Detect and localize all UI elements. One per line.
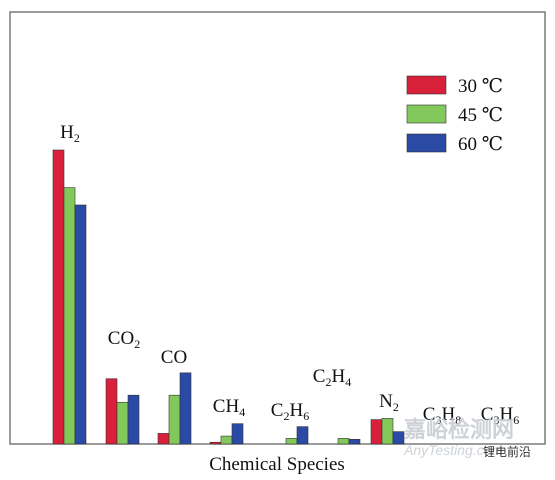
bar-0-0 [52, 149, 65, 445]
bar-1-5 [337, 438, 350, 445]
bar-0-1 [105, 378, 118, 445]
category-label-5: C2H4 [313, 366, 351, 389]
bar-1-4 [285, 438, 298, 445]
category-label-4: C2H6 [271, 400, 309, 423]
bar-2-0 [74, 204, 87, 445]
bar-1-1 [116, 401, 129, 445]
legend-label-2: 60 ℃ [458, 134, 503, 155]
watermark-line1: 嘉峪检测网 [404, 417, 514, 443]
bar-2-2 [179, 372, 192, 445]
bar-1-0 [63, 187, 76, 445]
x-axis-label: Chemical Species [209, 454, 345, 475]
legend: 30 ℃ 45 ℃ 60 ℃ [406, 75, 503, 155]
category-label-8: C3H6 [481, 404, 519, 427]
bar-2-6 [392, 431, 405, 445]
watermark-line2: AnyTesting.com [403, 442, 503, 458]
category-label-2: CO [161, 347, 187, 368]
category-label-0: H2 [60, 122, 80, 145]
bar-0-6 [370, 419, 383, 445]
bar-2-3 [231, 423, 244, 445]
category-label-7: C3H8 [423, 404, 461, 427]
bars-group [52, 149, 405, 445]
legend-swatch-2 [406, 133, 447, 153]
watermark-tag: 锂电前沿 [483, 444, 531, 459]
legend-swatch-0 [406, 75, 447, 95]
legend-label-0: 30 ℃ [458, 76, 503, 97]
bar-0-2 [157, 433, 170, 445]
category-label-1: CO2 [108, 328, 140, 351]
legend-label-1: 45 ℃ [458, 105, 503, 126]
bar-1-2 [168, 394, 181, 445]
bar-2-5 [348, 438, 361, 445]
plot-frame [9, 11, 546, 445]
bar-1-3 [220, 435, 233, 445]
legend-swatch-1 [406, 104, 447, 124]
bar-2-1 [127, 394, 140, 445]
category-label-3: CH4 [213, 396, 245, 419]
category-label-6: N2 [379, 391, 399, 414]
bar-1-6 [381, 418, 394, 445]
bar-0-3 [209, 441, 222, 445]
bar-2-4 [296, 426, 309, 445]
watermark: 嘉峪检测网 AnyTesting.com 锂电前沿 [403, 417, 531, 459]
